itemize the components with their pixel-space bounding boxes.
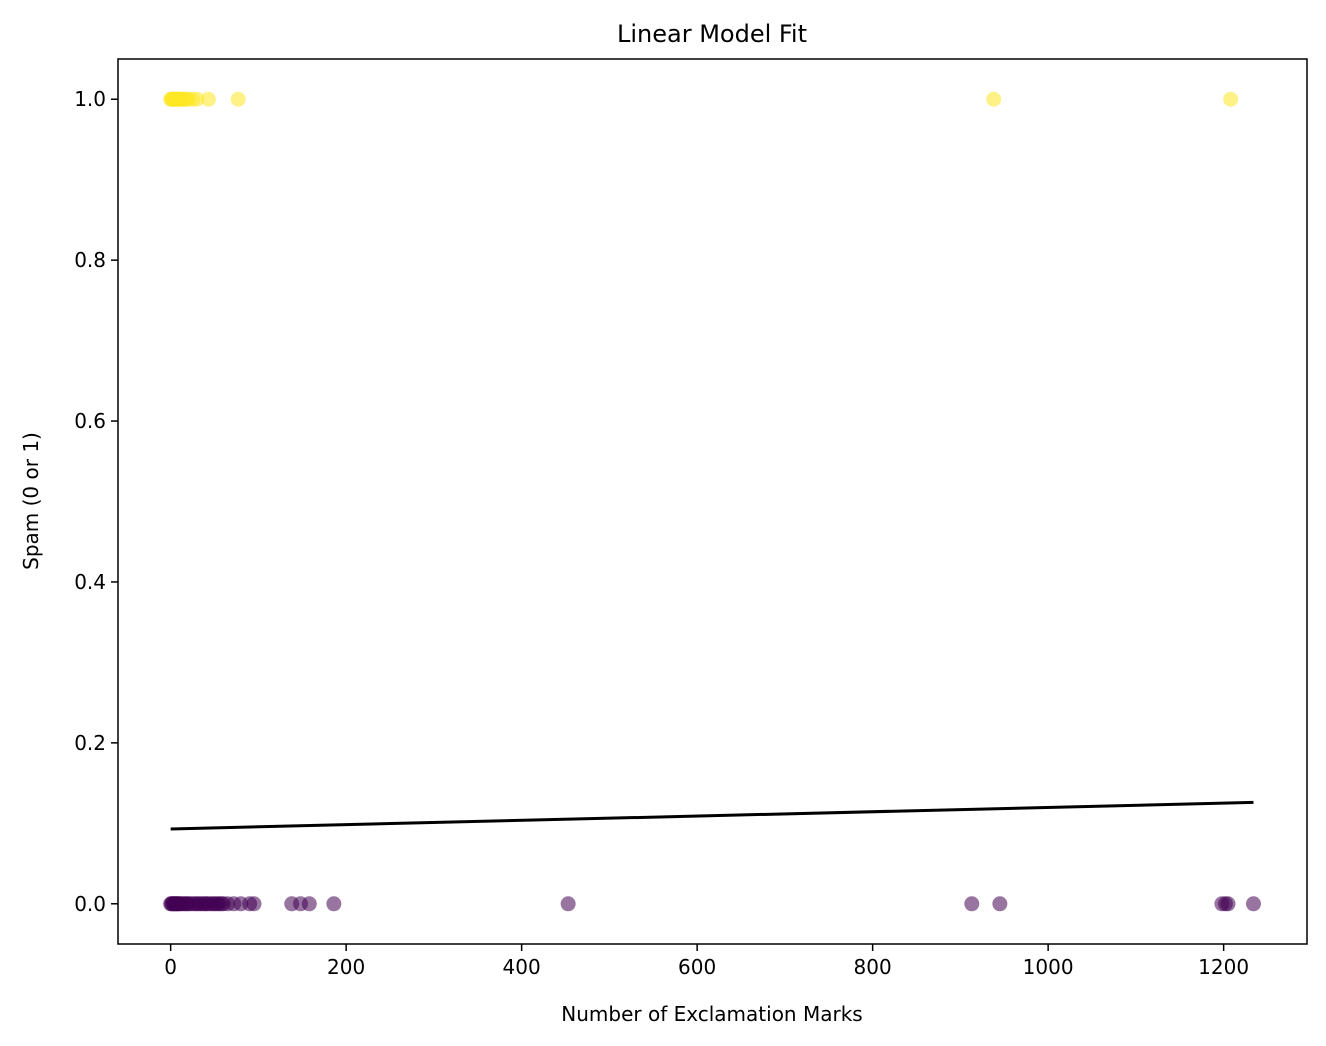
fit-line-layer — [170, 800, 1254, 831]
y-tick-label: 0.2 — [74, 731, 106, 755]
chart-title: Linear Model Fit — [617, 20, 807, 48]
scatter-point-class-0 — [246, 896, 262, 912]
scatter-points — [163, 91, 1261, 912]
x-tick-label: 600 — [678, 955, 716, 979]
scatter-point-class-0 — [1245, 896, 1261, 912]
scatter-point-class-0 — [560, 896, 576, 912]
x-tick-label: 400 — [503, 955, 541, 979]
fit-line — [170, 800, 1254, 831]
y-tick-label: 0.0 — [74, 892, 106, 916]
x-tick-label: 800 — [854, 955, 892, 979]
x-tick-label: 1200 — [1198, 955, 1249, 979]
x-tick-label: 0 — [164, 955, 177, 979]
y-axis-ticks: 0.0 0.2 0.4 0.6 0.8 1.0 — [74, 87, 118, 916]
scatter-point-class-0 — [301, 896, 317, 912]
y-axis-label: Spam (0 or 1) — [19, 432, 43, 570]
scatter-point-class-0 — [992, 896, 1008, 912]
scatter-point-class-0 — [326, 896, 342, 912]
scatter-point-class-0 — [1220, 896, 1236, 912]
x-tick-label: 1000 — [1023, 955, 1074, 979]
scatter-point-class-1 — [986, 91, 1002, 107]
x-tick-label: 200 — [327, 955, 365, 979]
x-axis-ticks: 0 200 400 600 800 1000 1200 — [164, 944, 1249, 979]
axes-frame — [117, 58, 1308, 945]
y-tick-label: 0.8 — [74, 248, 106, 272]
scatter-point-class-1 — [1223, 91, 1239, 107]
y-tick-label: 0.4 — [74, 570, 106, 594]
scatter-point-class-1 — [230, 91, 246, 107]
scatter-point-class-1 — [200, 91, 216, 107]
y-tick-label: 1.0 — [74, 87, 106, 111]
x-axis-label: Number of Exclamation Marks — [561, 1002, 862, 1026]
y-tick-label: 0.6 — [74, 409, 106, 433]
scatter-point-class-0 — [964, 896, 980, 912]
scatter-point-class-1 — [189, 91, 205, 107]
